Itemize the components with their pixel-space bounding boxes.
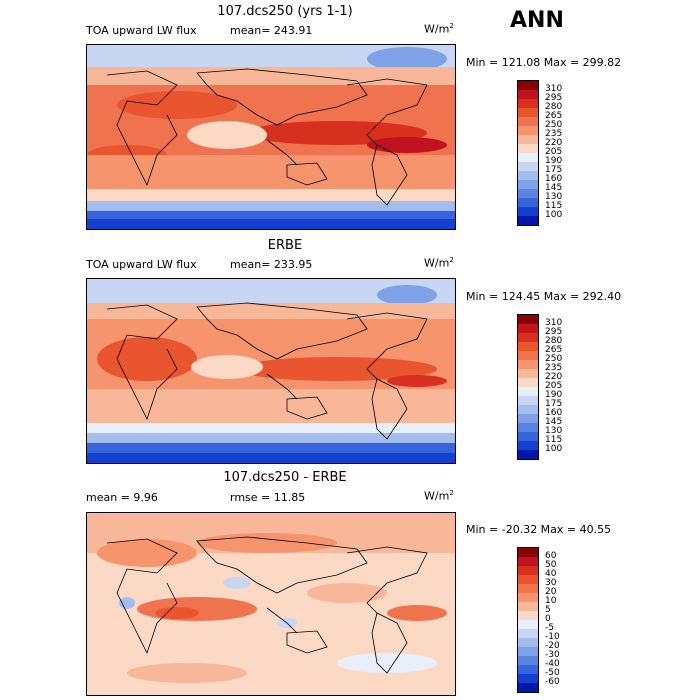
colorbar-tick: 250 bbox=[545, 354, 563, 364]
colorbar-tick: 130 bbox=[545, 426, 563, 436]
colorbar-tick: 220 bbox=[545, 372, 563, 382]
colorbar-tick: -40 bbox=[545, 659, 560, 669]
colorbar-tick: 265 bbox=[545, 345, 563, 355]
colorbar-tick: -60 bbox=[545, 677, 560, 687]
colorbar-tick: -5 bbox=[545, 623, 554, 633]
colorbar-tick: 10 bbox=[545, 596, 557, 606]
colorbar-tick: 295 bbox=[545, 327, 563, 337]
colorbar-tick: 5 bbox=[545, 605, 551, 615]
panel1-map bbox=[86, 44, 456, 230]
colorbar-tick: 100 bbox=[545, 210, 563, 220]
colorbar-tick: 0 bbox=[545, 614, 551, 624]
colorbar-tick: 130 bbox=[545, 192, 563, 202]
colorbar-tick: 235 bbox=[545, 363, 563, 373]
colorbar-tick: -20 bbox=[545, 641, 560, 651]
panel1-colorbar bbox=[517, 80, 539, 226]
colorbar-tick: 100 bbox=[545, 444, 563, 454]
panel3-mean-label: mean = 9.96 bbox=[86, 491, 158, 504]
season-label: ANN bbox=[510, 8, 564, 33]
panel2-minmax: Min = 124.45 Max = 292.40 bbox=[466, 290, 622, 303]
colorbar-tick: -30 bbox=[545, 650, 560, 660]
colorbar-tick: 145 bbox=[545, 417, 563, 427]
colorbar-tick: 250 bbox=[545, 120, 563, 130]
panel1-variable-label: TOA upward LW flux bbox=[86, 24, 197, 37]
colorbar-tick: 205 bbox=[545, 381, 563, 391]
colorbar-tick: 190 bbox=[545, 156, 563, 166]
colorbar-tick: 220 bbox=[545, 138, 563, 148]
panel1-minmax: Min = 121.08 Max = 299.82 bbox=[466, 56, 622, 69]
colorbar-tick: 295 bbox=[545, 93, 563, 103]
panel2-colorbar bbox=[517, 314, 539, 460]
panel2-title: ERBE bbox=[267, 238, 303, 253]
colorbar-tick: 310 bbox=[545, 318, 563, 328]
colorbar-tick: 145 bbox=[545, 183, 563, 193]
panel1-title: 107.dcs250 (yrs 1-1) bbox=[217, 4, 353, 19]
colorbar-tick: 280 bbox=[545, 336, 563, 346]
panel3-minmax: Min = -20.32 Max = 40.55 bbox=[466, 523, 612, 536]
colorbar-tick: 190 bbox=[545, 390, 563, 400]
panel1-units: W/m2 bbox=[424, 22, 454, 36]
panel3-title: 107.dcs250 - ERBE bbox=[223, 470, 347, 485]
colorbar-tick: 265 bbox=[545, 111, 563, 121]
colorbar-tick: -50 bbox=[545, 668, 560, 678]
colorbar-tick: 205 bbox=[545, 147, 563, 157]
colorbar-tick: 280 bbox=[545, 102, 563, 112]
colorbar-tick: 40 bbox=[545, 569, 557, 579]
panel2-units: W/m2 bbox=[424, 256, 454, 270]
colorbar-tick: 50 bbox=[545, 560, 557, 570]
colorbar-tick: 175 bbox=[545, 165, 563, 175]
colorbar-tick: 115 bbox=[545, 201, 563, 211]
panel1-mean-label: mean= 243.91 bbox=[230, 24, 313, 37]
panel3-colorbar bbox=[517, 547, 539, 693]
colorbar-tick: 30 bbox=[545, 578, 557, 588]
colorbar-tick: 115 bbox=[545, 435, 563, 445]
panel3-map bbox=[86, 512, 456, 696]
panel2-mean-label: mean= 233.95 bbox=[230, 258, 313, 271]
colorbar-tick: 235 bbox=[545, 129, 563, 139]
colorbar-tick: -10 bbox=[545, 632, 560, 642]
panel2-map-svg bbox=[87, 279, 455, 463]
colorbar-tick: 60 bbox=[545, 551, 557, 561]
panel3-map-svg bbox=[87, 513, 455, 695]
panel3-rmse-label: rmse = 11.85 bbox=[230, 491, 306, 504]
colorbar-tick: 20 bbox=[545, 587, 557, 597]
panel3-units: W/m2 bbox=[424, 489, 454, 503]
colorbar-tick: 160 bbox=[545, 408, 563, 418]
colorbar-tick: 160 bbox=[545, 174, 563, 184]
panel2-variable-label: TOA upward LW flux bbox=[86, 258, 197, 271]
colorbar-tick: 175 bbox=[545, 399, 563, 409]
panel2-map bbox=[86, 278, 456, 464]
panel1-map-svg bbox=[87, 45, 455, 229]
colorbar-tick: 310 bbox=[545, 84, 563, 94]
